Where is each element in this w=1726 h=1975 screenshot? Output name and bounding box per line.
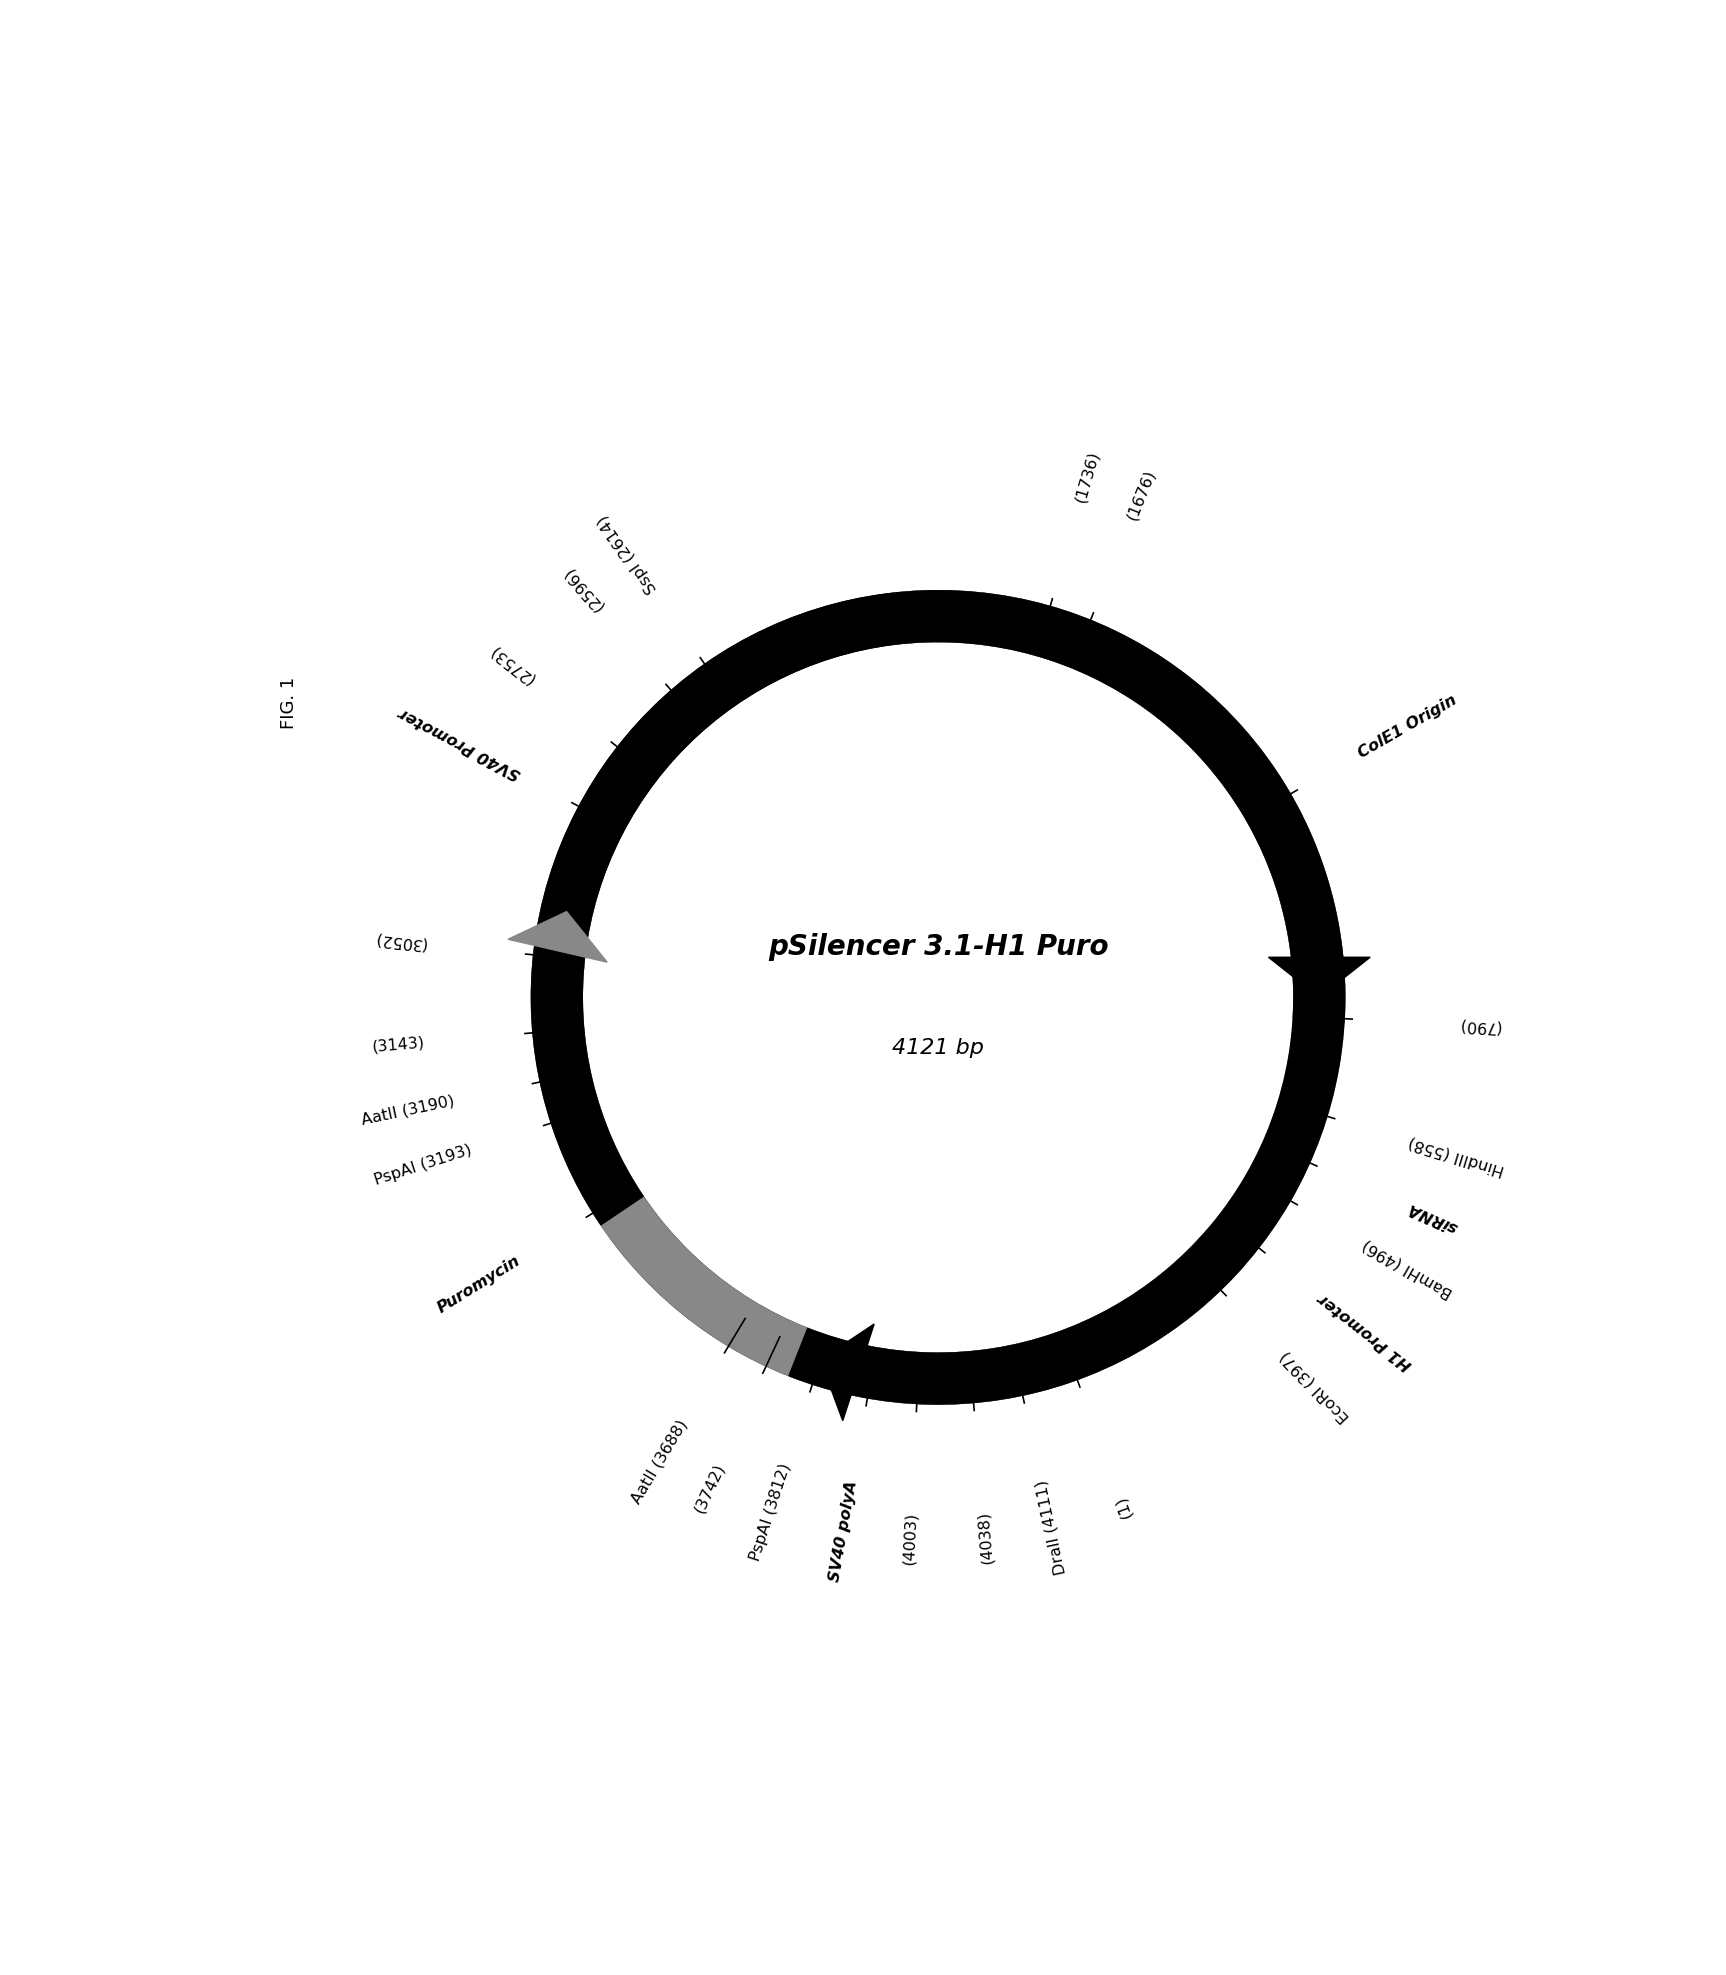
Text: (1): (1) [1113, 1493, 1134, 1519]
Text: FIG. 1: FIG. 1 [280, 677, 299, 729]
Wedge shape [532, 591, 1345, 1404]
Text: Puromycin: Puromycin [435, 1252, 523, 1315]
Text: AatII (3688): AatII (3688) [628, 1418, 690, 1507]
Polygon shape [820, 1323, 873, 1420]
Text: Drall (4111): Drall (4111) [1034, 1479, 1068, 1576]
Text: EcoRI (397): EcoRI (397) [1277, 1349, 1351, 1426]
Text: BamHI (496): BamHI (496) [1360, 1236, 1455, 1300]
Text: SspI (2614): SspI (2614) [595, 512, 659, 594]
Text: H1 Promoter: H1 Promoter [1315, 1290, 1415, 1373]
Text: HindIII (558): HindIII (558) [1407, 1134, 1505, 1177]
Wedge shape [532, 591, 1345, 1404]
Polygon shape [507, 912, 608, 962]
Text: SV40 Promoter: SV40 Promoter [397, 705, 523, 782]
Text: ColE1 Origin: ColE1 Origin [1355, 691, 1458, 760]
Text: pSilencer 3.1-H1 Puro: pSilencer 3.1-H1 Puro [768, 932, 1108, 960]
Text: (3742): (3742) [690, 1462, 727, 1515]
Wedge shape [532, 591, 1345, 1404]
Text: (790): (790) [1457, 1017, 1502, 1035]
Text: (3052): (3052) [373, 930, 426, 952]
Polygon shape [1269, 958, 1370, 997]
Text: (4003): (4003) [901, 1511, 918, 1564]
Text: (2596): (2596) [559, 563, 606, 614]
Text: siRNA: siRNA [1405, 1201, 1460, 1236]
Text: (2753): (2753) [485, 642, 537, 685]
Text: PspAI (3193): PspAI (3193) [373, 1142, 473, 1187]
Text: (3143): (3143) [371, 1035, 425, 1055]
Text: 4121 bp: 4121 bp [892, 1039, 984, 1059]
Text: (1676): (1676) [1124, 468, 1158, 523]
Text: SV40 polyA: SV40 polyA [828, 1479, 860, 1582]
Text: PspAI (3812): PspAI (3812) [747, 1462, 794, 1564]
Text: (4038): (4038) [975, 1511, 996, 1564]
Text: (1736): (1736) [1074, 448, 1101, 504]
Text: AatII (3190): AatII (3190) [361, 1092, 456, 1128]
